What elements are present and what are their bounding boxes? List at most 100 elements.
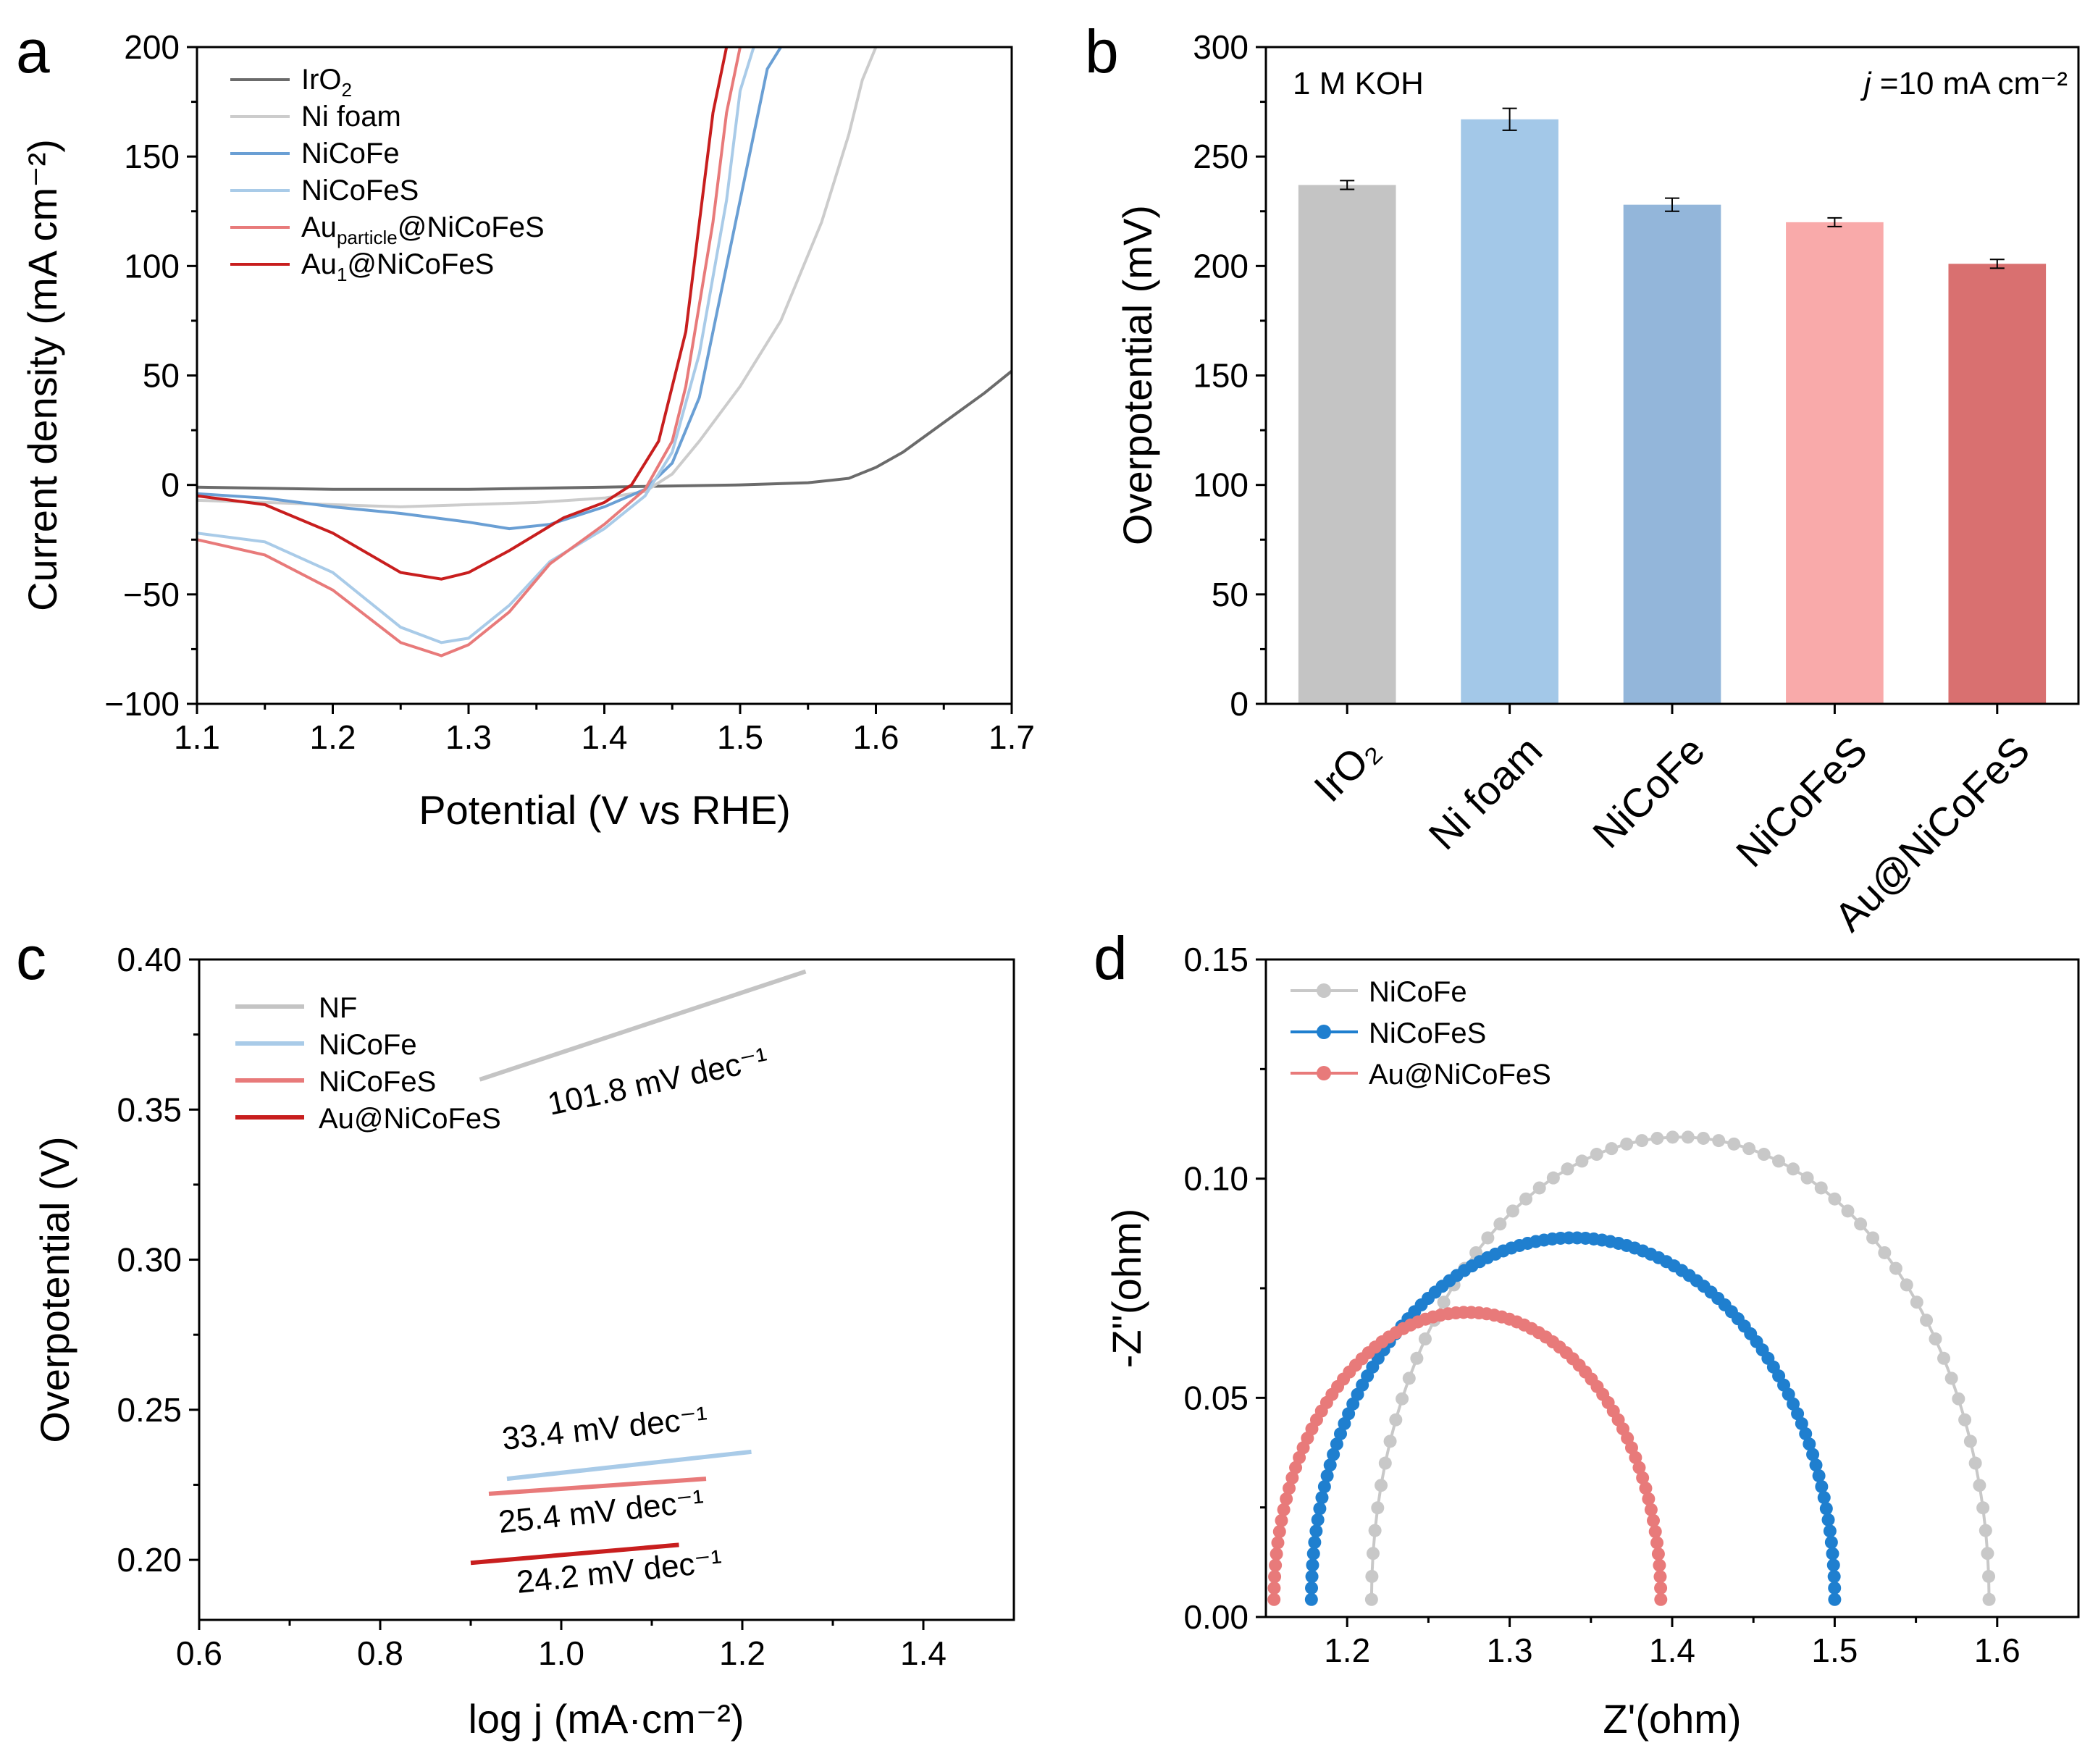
panel-d-xlabel: Z'(ohm) [1603,1696,1741,1742]
legend-entry: IrO2 [301,64,352,101]
data-point [1418,1332,1432,1346]
x-category-label: NiCoFe [1584,727,1713,857]
data-point [1333,1427,1347,1440]
data-point [1963,1435,1977,1448]
y-tick-label: 0 [161,466,180,504]
data-point [1493,1217,1507,1231]
y-tick-label: 0.25 [117,1391,182,1429]
panel-d-nyquist-chart: 1.2 1.3 1.4 1.5 1.60.000.050.100.15 NiCoFeNi… [1104,941,2080,1742]
data-point [1275,1513,1288,1527]
data-point [1620,1137,1634,1151]
data-point [1806,1448,1820,1461]
fit-line [488,1477,707,1496]
x-tick-label: 1.0 [538,1634,584,1672]
data-point [1624,1441,1638,1455]
y-tick-label: 100 [1193,466,1249,504]
data-point [1280,1492,1293,1505]
data-point [1827,1570,1841,1584]
data-point [1889,1261,1902,1275]
data-point [1481,1231,1495,1245]
x-tick-label: 1.5 [717,718,763,756]
data-point [1629,1450,1642,1464]
legend-entry: NiCoFe [319,1029,417,1061]
data-point [1590,1148,1603,1162]
series-line [197,47,742,658]
data-point [1981,1547,1994,1561]
data-point [1364,1592,1378,1606]
series-line [197,47,782,531]
legend-entry: NiCoFe [301,138,400,169]
data-point [1973,1479,1986,1492]
data-point [1648,1525,1662,1539]
data-point [1605,1142,1619,1156]
data-point [1654,1592,1668,1606]
data-point [1653,1570,1667,1584]
data-point [1330,1437,1343,1451]
y-tick-label: 50 [143,357,180,395]
data-point [1320,1469,1334,1482]
data-point [1666,1130,1679,1144]
y-tick-label: 0.05 [1183,1379,1249,1416]
data-point [1519,1192,1533,1206]
data-point [1309,1524,1323,1538]
data-point [1642,1492,1656,1505]
data-point [1819,1502,1833,1516]
panel-b-ylabel: Overpotential (mV) [1115,205,1160,545]
data-point [1285,1471,1299,1484]
y-tick-label: 0.35 [117,1091,182,1128]
data-point [1342,1407,1356,1421]
panel-c-frame [198,958,1015,1621]
data-point [1772,1154,1786,1168]
data-point [1323,1458,1337,1472]
data-point [1383,1435,1397,1448]
data-point [1305,1570,1319,1584]
data-point [1786,1162,1800,1176]
panel-a-ylabel: Current density (mA cm⁻²) [20,139,65,611]
data-point [1823,1524,1837,1538]
data-point [1854,1217,1868,1231]
data-point [1982,1569,1996,1583]
slope-label: 101.8 mV dec⁻¹ [545,1041,771,1122]
y-tick-label: 150 [1193,357,1249,395]
y-tick-label: 200 [124,28,180,66]
data-point [1269,1558,1283,1572]
panel-c-ylabel: Overpotential (V) [32,1136,77,1442]
bar [1623,204,1721,704]
data-point [1268,1570,1282,1584]
data-point [1654,1582,1668,1595]
data-point [1900,1278,1913,1292]
data-point [1697,1131,1711,1145]
x-tick-label: 1.2 [1324,1631,1370,1669]
data-point [1272,1525,1286,1539]
y-tick-label: 50 [1212,576,1249,613]
data-point [1283,1482,1296,1495]
y-tick-label: 0.30 [117,1241,182,1279]
legend-marker [1317,1025,1331,1039]
x-tick-label: 1.2 [310,718,356,756]
data-point [1651,1547,1665,1561]
legend-entry: NiCoFeS [301,175,419,206]
data-point [1306,1558,1319,1572]
data-point [1308,1535,1322,1549]
data-point [1437,1295,1451,1309]
legend-entry: Auparticle@NiCoFeS [301,211,545,248]
data-point [1327,1448,1340,1461]
data-point [1366,1547,1380,1561]
data-point [1396,1392,1409,1406]
y-tick-label: 200 [1193,247,1249,285]
data-point [1812,1469,1826,1482]
panel-d-series [1267,1130,1996,1606]
panel-b-electrolyte: 1 M KOH [1293,66,1424,101]
data-point [1799,1427,1813,1440]
data-point [1410,1351,1424,1365]
legend-entry: NiCoFe [1369,976,1467,1008]
data-point [1920,1314,1934,1327]
y-tick-label: 0.20 [117,1541,182,1579]
fit-line [479,969,807,1082]
data-point [1338,1416,1351,1430]
x-tick-label: 1.1 [174,718,220,756]
data-point [1866,1231,1880,1245]
data-point [1929,1332,1942,1346]
data-point [1815,1479,1829,1493]
y-tick-label: 250 [1193,138,1249,175]
